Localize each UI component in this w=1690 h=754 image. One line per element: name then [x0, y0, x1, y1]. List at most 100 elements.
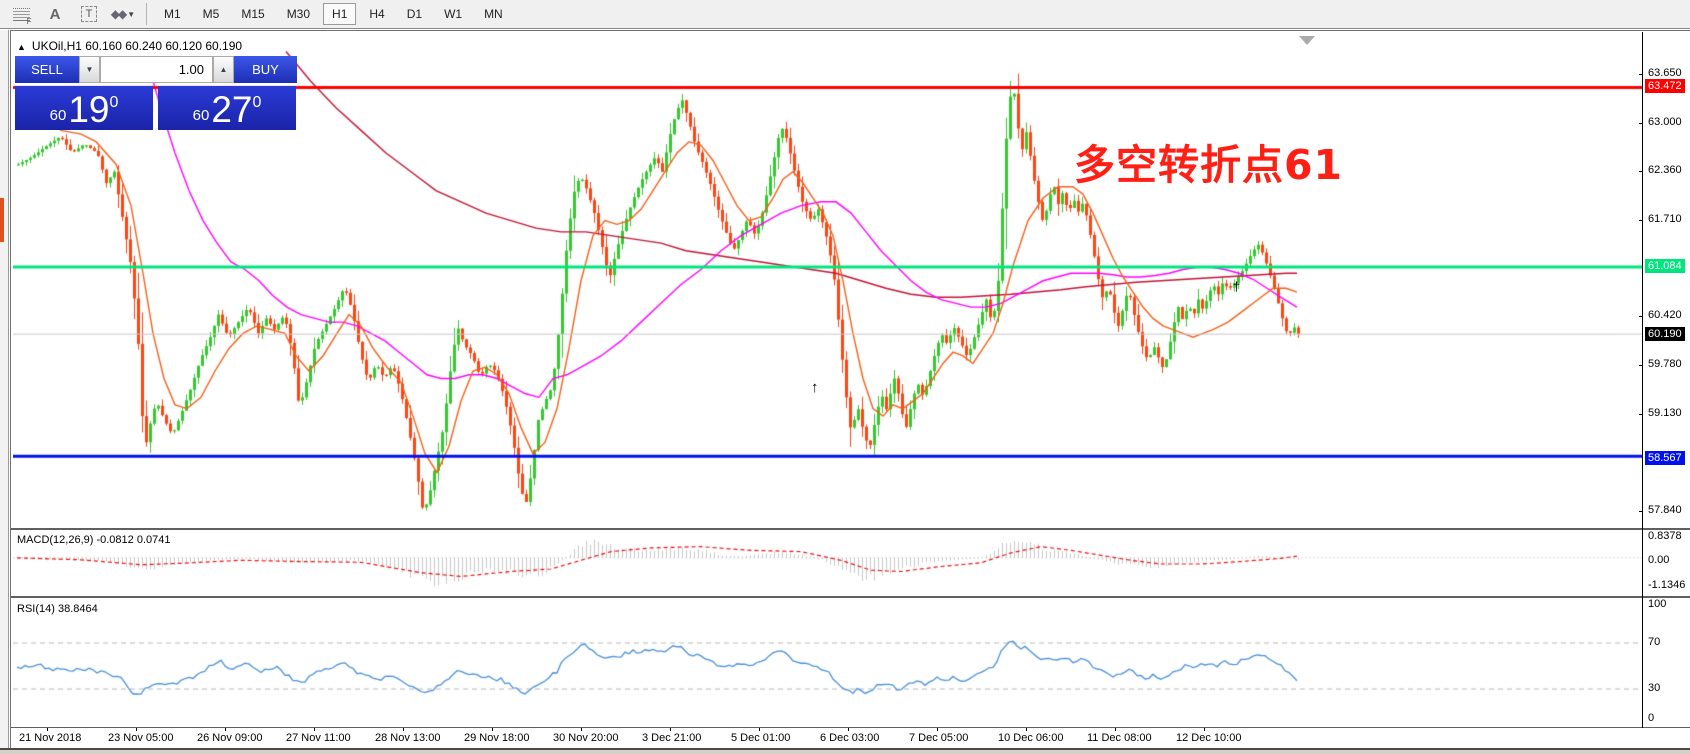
- pane-divider-macd[interactable]: [11, 528, 1690, 530]
- time-axis-label: 12 Dec 10:00: [1176, 732, 1242, 744]
- time-axis-label: 5 Dec 01:00: [731, 732, 791, 744]
- text-box-icon[interactable]: T: [76, 3, 102, 25]
- drawing-cross-mark[interactable]: †: [1233, 279, 1241, 294]
- freeze-grid-icon[interactable]: F: [8, 3, 34, 26]
- timeframe-button-m30[interactable]: M30: [286, 7, 311, 21]
- top-toolbar: F A T ◆◆ ▼ M1 M5 M15 M30 H1 H4 D1 W1 MN: [0, 0, 1690, 29]
- timeframe-button-h1[interactable]: H1: [323, 3, 357, 25]
- axis-tick-mark: [1639, 414, 1643, 415]
- docked-window-edge: [0, 30, 9, 754]
- time-tick-mark: [1026, 728, 1027, 731]
- axis-tick-mark: [1639, 316, 1643, 317]
- time-axis-label: 29 Nov 18:00: [464, 732, 530, 744]
- time-tick-mark: [314, 728, 315, 731]
- axis-tick-mark: [1639, 365, 1643, 366]
- price-axis-tick-label: 59.780: [1648, 358, 1682, 370]
- axis-tick-mark: [1639, 220, 1643, 221]
- time-tick-mark: [492, 728, 493, 731]
- time-tick-mark: [47, 728, 48, 731]
- drawing-arrow-up-mark[interactable]: ↑: [811, 379, 819, 396]
- volume-increase-button[interactable]: ▲: [213, 56, 234, 83]
- time-axis-label: 21 Nov 2018: [19, 732, 82, 744]
- price-axis-tick-label: 61.710: [1648, 213, 1682, 225]
- price-level-badge: 63.472: [1645, 79, 1685, 93]
- volume-decrease-button[interactable]: ▼: [79, 56, 100, 83]
- buy-button[interactable]: BUY: [234, 56, 297, 83]
- timeframe-button-group: M1 M5 M15 M30 H1 H4 D1 W1 MN: [153, 3, 514, 25]
- timeframe-button-w1[interactable]: W1: [444, 7, 463, 21]
- collapse-triangle-icon[interactable]: ▲: [17, 42, 26, 52]
- time-tick-mark: [670, 728, 671, 731]
- axis-tick-mark: [1639, 123, 1643, 124]
- macd-axis-label: 0.8378: [1648, 530, 1682, 542]
- toolbar-separator: [146, 3, 147, 25]
- sell-button[interactable]: SELL: [15, 56, 79, 83]
- text-label-icon[interactable]: A: [49, 5, 61, 23]
- timeframe-button-d1[interactable]: D1: [406, 7, 423, 21]
- rsi-axis-label: 70: [1648, 636, 1661, 648]
- timeframe-button-m1[interactable]: M1: [164, 7, 181, 21]
- time-axis-label: 27 Nov 11:00: [286, 732, 351, 744]
- pane-divider-rsi[interactable]: [11, 596, 1690, 598]
- time-axis-label: 26 Nov 09:00: [197, 732, 263, 744]
- chart-shift-marker-icon[interactable]: [1299, 36, 1315, 45]
- freeze-grid-glyph: F: [12, 7, 32, 26]
- chart-text-annotation[interactable]: 多空转折点61: [1074, 141, 1344, 189]
- time-tick-mark: [403, 728, 404, 731]
- time-tick-mark: [581, 728, 582, 731]
- window-bottom-edge: [0, 748, 1690, 754]
- time-axis-label: 23 Nov 05:00: [108, 732, 174, 744]
- price-axis-tick-label: 60.420: [1648, 309, 1682, 321]
- price-axis-tick-label: 63.000: [1648, 116, 1682, 128]
- time-axis-label: 10 Dec 06:00: [998, 732, 1064, 744]
- time-tick-mark: [1115, 728, 1116, 731]
- macd-pane-canvas[interactable]: [13, 531, 1642, 596]
- price-axis-tick-label: 63.650: [1648, 67, 1682, 79]
- rsi-axis-label: 30: [1648, 682, 1661, 694]
- macd-axis-label: 0.00: [1648, 554, 1670, 566]
- time-tick-mark: [937, 728, 938, 731]
- price-axis-line: [1642, 32, 1643, 728]
- time-axis-label: 3 Dec 21:00: [642, 732, 702, 744]
- time-tick-mark: [225, 728, 226, 731]
- time-tick-mark: [759, 728, 760, 731]
- price-level-badge: 58.567: [1645, 451, 1685, 465]
- volume-input[interactable]: 1.00: [100, 56, 213, 83]
- timeframe-button-m5[interactable]: M5: [202, 7, 220, 21]
- time-axis-label: 7 Dec 05:00: [909, 732, 969, 744]
- time-axis-label: 11 Dec 08:00: [1087, 732, 1152, 744]
- time-tick-mark: [1204, 728, 1205, 731]
- timeframe-button-mn[interactable]: MN: [484, 7, 503, 21]
- chevron-down-icon: ▼: [127, 9, 136, 19]
- axis-tick-mark: [1639, 74, 1643, 75]
- price-level-badge: 61.084: [1645, 259, 1685, 273]
- price-level-badge: 60.190: [1645, 327, 1685, 341]
- time-tick-mark: [848, 728, 849, 731]
- price-axis-tick-label: 57.840: [1648, 504, 1682, 516]
- buy-quote-button[interactable]: 60 27 0: [158, 86, 296, 130]
- timeframe-button-h4[interactable]: H4: [369, 7, 385, 21]
- time-axis-label: 6 Dec 03:00: [820, 732, 880, 744]
- rsi-pane-label: RSI(14) 38.8464: [17, 603, 98, 615]
- chart-window: ▲ UKOil,H1 60.160 60.240 60.120 60.190 SE…: [10, 30, 1690, 750]
- price-axis-tick-label: 59.130: [1648, 407, 1682, 419]
- rsi-axis-label: 100: [1648, 598, 1667, 610]
- symbol-ohlc-line: ▲ UKOil,H1 60.160 60.240 60.120 60.190: [17, 39, 243, 53]
- price-axis-tick-label: 62.360: [1648, 164, 1682, 176]
- time-axis-label: 28 Nov 13:00: [375, 732, 441, 744]
- docked-window-fragment: [0, 198, 4, 242]
- shapes-icon[interactable]: ◆◆ ▼: [110, 7, 136, 21]
- macd-axis-label: -1.1346: [1648, 579, 1686, 591]
- axis-tick-mark: [1639, 511, 1643, 512]
- axis-tick-mark: [1639, 171, 1643, 172]
- one-click-trading-panel: SELL ▼ 1.00 ▲ BUY 60 19 0 60 27 0: [15, 56, 297, 130]
- time-axis[interactable]: 21 Nov 2018 23 Nov 05:00 26 Nov 09:00 27 No…: [11, 728, 1690, 750]
- rsi-pane-canvas[interactable]: [13, 598, 1642, 728]
- timeframe-button-m15[interactable]: M15: [241, 7, 265, 21]
- rsi-axis-label: 0: [1648, 712, 1655, 724]
- time-tick-mark: [136, 728, 137, 731]
- macd-pane-label: MACD(12,26,9) -0.0812 0.0741: [17, 534, 171, 546]
- sell-quote-button[interactable]: 60 19 0: [15, 86, 153, 130]
- time-axis-label: 30 Nov 20:00: [553, 732, 619, 744]
